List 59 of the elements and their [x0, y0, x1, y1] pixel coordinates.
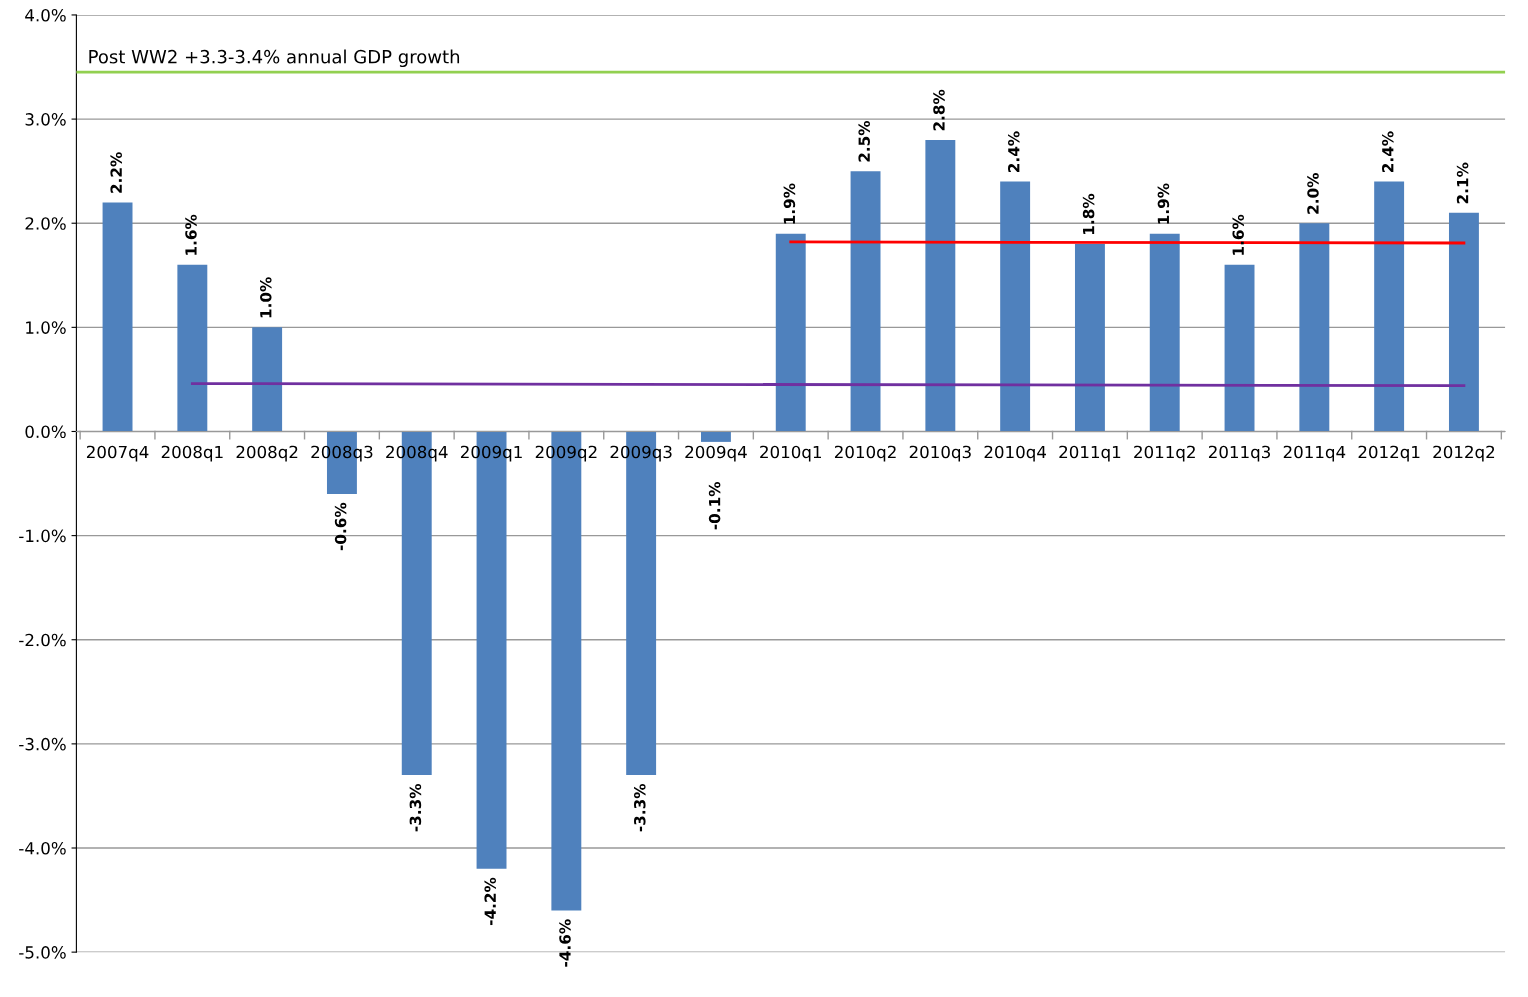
- x-tick-label: 2008q1: [161, 445, 223, 462]
- data-label: 2.5%: [858, 120, 870, 162]
- bar: [1299, 223, 1330, 432]
- bar: [1000, 181, 1031, 432]
- x-tick-label: 2010q3: [909, 445, 971, 462]
- y-tick-label: 0.0%: [25, 425, 66, 439]
- data-label: 2.2%: [110, 152, 122, 193]
- y-tick-label: -3.0%: [19, 737, 66, 751]
- bar: [1149, 233, 1180, 432]
- bar: [925, 139, 956, 432]
- data-label: 1.0%: [260, 277, 272, 318]
- bar: [102, 202, 133, 432]
- data-label: -0.1%: [708, 481, 721, 530]
- x-tick-label: 2011q2: [1134, 445, 1195, 462]
- y-tick-label: -1.0%: [19, 529, 66, 543]
- x-tick-label: 2011q3: [1208, 445, 1270, 462]
- x-tick-label: 2007q4: [86, 445, 149, 462]
- data-label: 1.9%: [783, 183, 796, 224]
- x-tick-label: 2008q2: [236, 445, 298, 462]
- data-label: -4.6%: [559, 919, 571, 967]
- bar: [1074, 244, 1105, 432]
- bar: [177, 264, 208, 432]
- data-label: 2.4%: [1382, 131, 1394, 173]
- data-label: 2.4%: [1008, 131, 1020, 173]
- x-tick-label: 2010q1: [760, 445, 821, 462]
- y-tick-label: 4.0%: [25, 8, 66, 22]
- data-label: 1.8%: [1082, 193, 1095, 234]
- bar: [775, 233, 806, 432]
- data-label: 1.9%: [1157, 183, 1170, 224]
- data-label: -0.6%: [334, 502, 347, 551]
- data-label: -3.3%: [409, 783, 422, 832]
- bar: [1374, 181, 1405, 432]
- bar: [252, 327, 283, 432]
- x-tick-label: 2011q4: [1283, 445, 1346, 462]
- bar: [1224, 264, 1255, 432]
- y-tick-label: -2.0%: [19, 633, 66, 647]
- y-tick-label: 3.0%: [25, 113, 66, 126]
- x-tick-label: 2010q2: [834, 445, 896, 462]
- x-tick-label: 2012q1: [1358, 445, 1420, 462]
- x-tick-label: 2010q4: [984, 445, 1046, 462]
- data-label: 2.1%: [1456, 162, 1469, 204]
- data-label: -3.3%: [634, 783, 646, 832]
- bar: [850, 171, 881, 432]
- data-label: -4.2%: [484, 877, 496, 926]
- x-tick-label: 2009q1: [460, 445, 522, 462]
- y-tick-label: 1.0%: [26, 321, 66, 334]
- x-tick-label: 2011q1: [1059, 445, 1121, 462]
- x-tick-label: 2012q2: [1433, 445, 1495, 462]
- data-label: 2.0%: [1307, 173, 1319, 214]
- data-label: 1.6%: [1232, 214, 1244, 255]
- y-tick-label: -4.0%: [19, 841, 66, 855]
- bar: [700, 431, 731, 442]
- bar: [1448, 212, 1479, 432]
- y-tick-label: -5.0%: [19, 946, 66, 959]
- data-label: 1.6%: [185, 214, 197, 255]
- x-tick-label: 2009q4: [685, 445, 747, 462]
- ref-line-label: Post WW2 +3.3-3.4% annual GDP growth: [89, 49, 460, 68]
- y-tick-label: 2.0%: [25, 217, 66, 230]
- data-label: 2.8%: [933, 89, 945, 131]
